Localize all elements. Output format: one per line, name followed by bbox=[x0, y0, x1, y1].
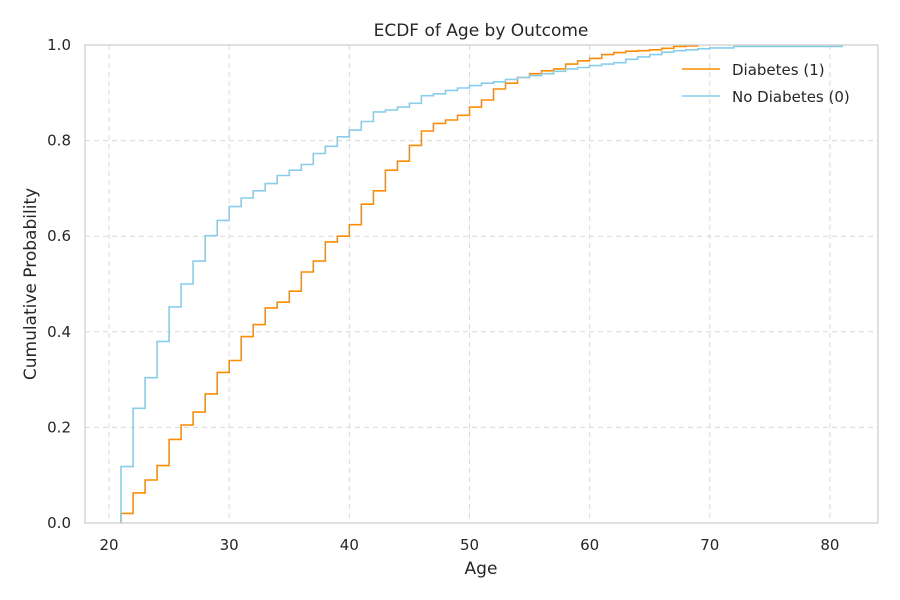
y-tick-label: 1.0 bbox=[47, 36, 71, 54]
legend: Diabetes (1) No Diabetes (0) bbox=[682, 61, 850, 106]
x-tick-label: 50 bbox=[460, 536, 479, 554]
series-line-diabetes bbox=[120, 45, 699, 523]
x-tick-label: 60 bbox=[580, 536, 599, 554]
x-tick-label: 40 bbox=[340, 536, 359, 554]
y-tick-label: 0.6 bbox=[47, 227, 71, 245]
legend-label-diabetes: Diabetes (1) bbox=[732, 61, 825, 79]
legend-label-no-diabetes: No Diabetes (0) bbox=[732, 88, 850, 106]
tick-layer: 20 30 40 50 60 70 80 0.0 0.2 0.4 0.6 0.8 1.0 bbox=[47, 36, 839, 554]
x-tick-label: 30 bbox=[220, 536, 239, 554]
x-tick-label: 20 bbox=[99, 536, 118, 554]
y-axis-label: Cumulative Probability bbox=[21, 188, 41, 380]
grid-layer bbox=[85, 44, 878, 524]
x-tick-label: 80 bbox=[820, 536, 839, 554]
y-tick-label: 0.0 bbox=[47, 514, 71, 532]
y-tick-label: 0.4 bbox=[47, 323, 71, 341]
x-tick-label: 70 bbox=[700, 536, 719, 554]
x-axis-label: Age bbox=[465, 559, 498, 579]
y-tick-label: 0.8 bbox=[47, 132, 71, 150]
y-tick-label: 0.2 bbox=[47, 418, 71, 436]
series-line-no-diabetes bbox=[120, 45, 843, 523]
chart-title: ECDF of Age by Outcome bbox=[374, 21, 589, 41]
plot-frame bbox=[84, 44, 879, 524]
series-layer bbox=[120, 45, 843, 523]
